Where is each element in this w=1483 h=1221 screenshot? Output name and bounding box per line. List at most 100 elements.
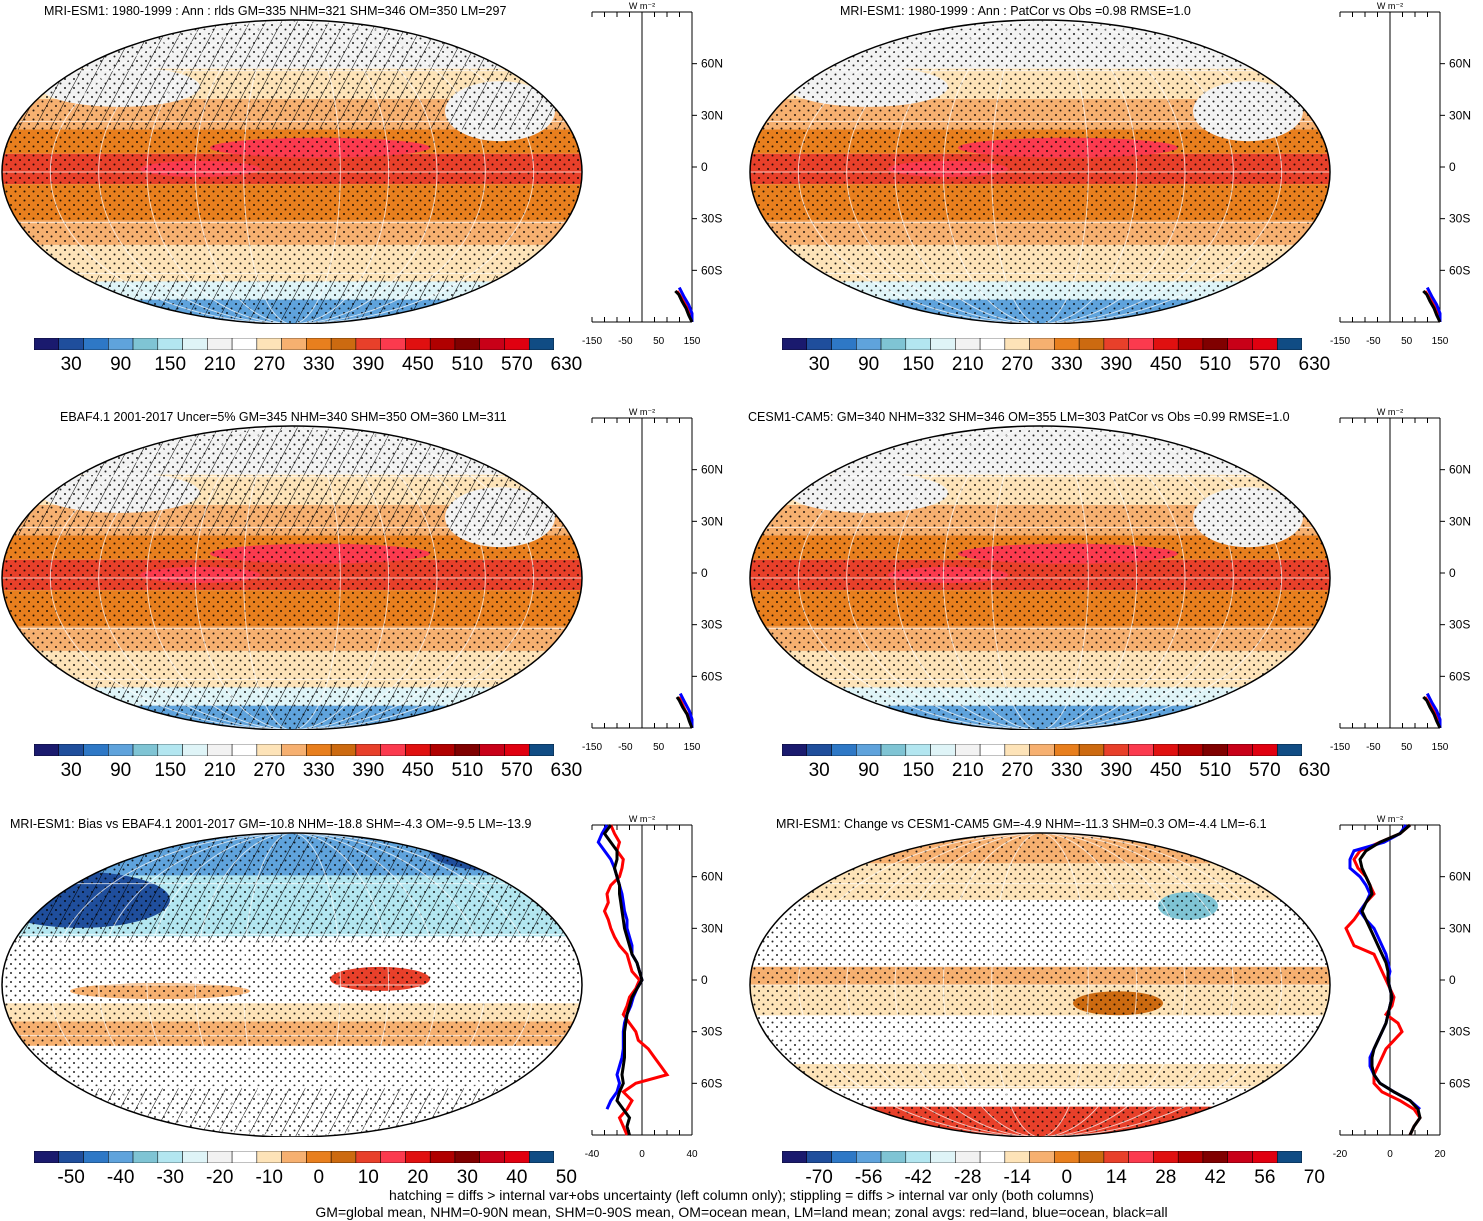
colorbar-swatch [182, 744, 208, 756]
colorbar-swatch [454, 1151, 480, 1163]
colorbar-tick-label: 450 [401, 354, 434, 375]
colorbar-swatch [1276, 744, 1302, 756]
colorbar-swatch [58, 338, 84, 350]
footer-line-1: hatching = diffs > internal var+obs unce… [389, 1187, 1094, 1203]
colorbar-swatch [1078, 1151, 1105, 1163]
colorbar-swatch [1177, 1151, 1204, 1163]
colorbar-swatch [856, 744, 882, 756]
graticule-meridian [146, 20, 438, 324]
zonal-x-tick-label: 150 [1432, 742, 1449, 753]
colorbar-tick-label: 14 [1105, 1167, 1127, 1188]
graticule-meridian [194, 426, 390, 730]
colorbar-swatch [1004, 744, 1030, 756]
colorbar-tick-label: 150 [154, 760, 187, 781]
zonal-lat-label: 60N [1449, 57, 1471, 71]
colorbar-swatch [157, 1151, 183, 1163]
zonal-x-tick-label: -20 [1333, 1149, 1348, 1160]
colorbar-tick-label: 150 [154, 354, 187, 375]
zonal-mean-plot: W m⁻² 60N 30N 0 30S 60S -20 0 20 [1333, 814, 1471, 1160]
graticule-meridian [894, 833, 1186, 1137]
colorbar-swatch [979, 1151, 1006, 1163]
colorbar-swatch [1103, 1151, 1129, 1163]
map-border [1, 425, 583, 730]
zonal-ocean-line [1425, 692, 1442, 728]
colorbar-labels: 30 90 150 210 270 330 390 450 510 570 630 [34, 354, 583, 376]
colorbar-swatch [1202, 338, 1228, 350]
colorbar-tick-label: 28 [1155, 1167, 1177, 1188]
zonal-lat-label: 60S [1449, 263, 1470, 277]
colorbar-swatch [454, 744, 480, 756]
zonal-all-line [602, 824, 644, 1136]
colorbar-swatch [306, 338, 332, 350]
colorbar-swatch [1177, 744, 1204, 756]
zonal-lat-label: 60N [701, 57, 723, 71]
zonal-x-tick-label: 50 [653, 742, 665, 753]
colorbar-swatch [108, 744, 134, 756]
colorbar-swatch [880, 338, 907, 350]
colorbar-tick-label: 210 [203, 760, 236, 781]
panel-0: MRI-ESM1: 1980-1999 : Ann : rlds GM=335 … [0, 0, 741, 400]
zonal-lat-label: 60S [701, 1076, 722, 1090]
panel-4: MRI-ESM1: Bias vs EBAF4.1 2001-2017 GM=-… [0, 813, 741, 1213]
zonal-units-label: W m⁻² [629, 407, 655, 417]
colorbar-tick-label: 56 [1254, 1167, 1276, 1188]
zonal-ocean-line [677, 286, 694, 322]
colorbar-swatch [1004, 338, 1030, 350]
colorbar-swatch [1202, 744, 1228, 756]
zonal-lat-label: 30N [1449, 514, 1471, 528]
graticule-meridian [846, 20, 1234, 324]
colorbar-swatch [479, 1151, 505, 1163]
colorbar-swatch [207, 744, 233, 756]
zonal-lat-label: 0 [1449, 973, 1456, 987]
colorbar-swatch [955, 744, 981, 756]
panel-2: EBAF4.1 2001-2017 Uncer=5% GM=345 NHM=34… [0, 406, 741, 806]
colorbar-swatch [1054, 1151, 1080, 1163]
stippling [750, 833, 1330, 1137]
graticule-meridian [894, 426, 1186, 730]
colorbar-labels: 30 90 150 210 270 330 390 450 510 570 630 [782, 354, 1331, 376]
colorbar-swatch [479, 744, 505, 756]
colorbar-swatch [355, 744, 381, 756]
colorbar-swatch [806, 338, 832, 350]
zonal-x-tick-label: -50 [618, 336, 633, 347]
zonal-x-tick-label: -50 [1366, 336, 1381, 347]
zonal-lat-label: 60S [701, 669, 722, 683]
colorbar-swatch [1153, 744, 1179, 756]
colorbar-swatch [132, 744, 159, 756]
colorbar [782, 1151, 1302, 1163]
zonal-lat-label: 30S [701, 618, 722, 632]
colorbar [34, 1151, 554, 1163]
colorbar-swatch [1029, 1151, 1055, 1163]
zonal-units-label: W m⁻² [1377, 814, 1403, 824]
hatching [2, 681, 582, 730]
graticule-meridian [98, 20, 486, 324]
zonal-land-line [1344, 823, 1422, 1136]
colorbar-swatch [782, 1151, 808, 1163]
colorbar-tick-label: 270 [1001, 354, 1034, 375]
colorbar-tick-label: 630 [550, 354, 583, 375]
colorbar-swatch [281, 338, 307, 350]
colorbar-swatch [306, 1151, 332, 1163]
map-field [2, 833, 582, 1137]
graticule-meridian [797, 426, 1283, 730]
graticule-meridian [98, 833, 486, 1137]
zonal-mean-plot: W m⁻² 60N 30N 0 30S 60S -150 -50 50 150 [1330, 1, 1471, 347]
zonal-all-line [1358, 823, 1422, 1136]
colorbar-tick-label: -10 [255, 1167, 283, 1188]
graticule-meridian [991, 20, 1089, 324]
zonal-x-tick-label: 150 [1432, 336, 1449, 347]
colorbar-swatch [1177, 338, 1204, 350]
zonal-lat-label: 30N [701, 108, 723, 122]
colorbar-swatch [83, 1151, 109, 1163]
zonal-units-label: W m⁻² [629, 814, 655, 824]
colorbar-swatch [83, 338, 109, 350]
colorbar-swatch [1153, 338, 1179, 350]
colorbar-tick-label: 150 [902, 760, 935, 781]
panel-1: MRI-ESM1: 1980-1999 : Ann : PatCor vs Ob… [748, 0, 1483, 400]
colorbar-tick-label: 630 [550, 760, 583, 781]
map-border [749, 19, 1331, 324]
zonal-units-label: W m⁻² [1377, 407, 1403, 417]
colorbar-swatch [108, 1151, 134, 1163]
colorbar-labels: 30 90 150 210 270 330 390 450 510 570 630 [782, 760, 1331, 782]
colorbar-tick-label: 270 [253, 354, 286, 375]
